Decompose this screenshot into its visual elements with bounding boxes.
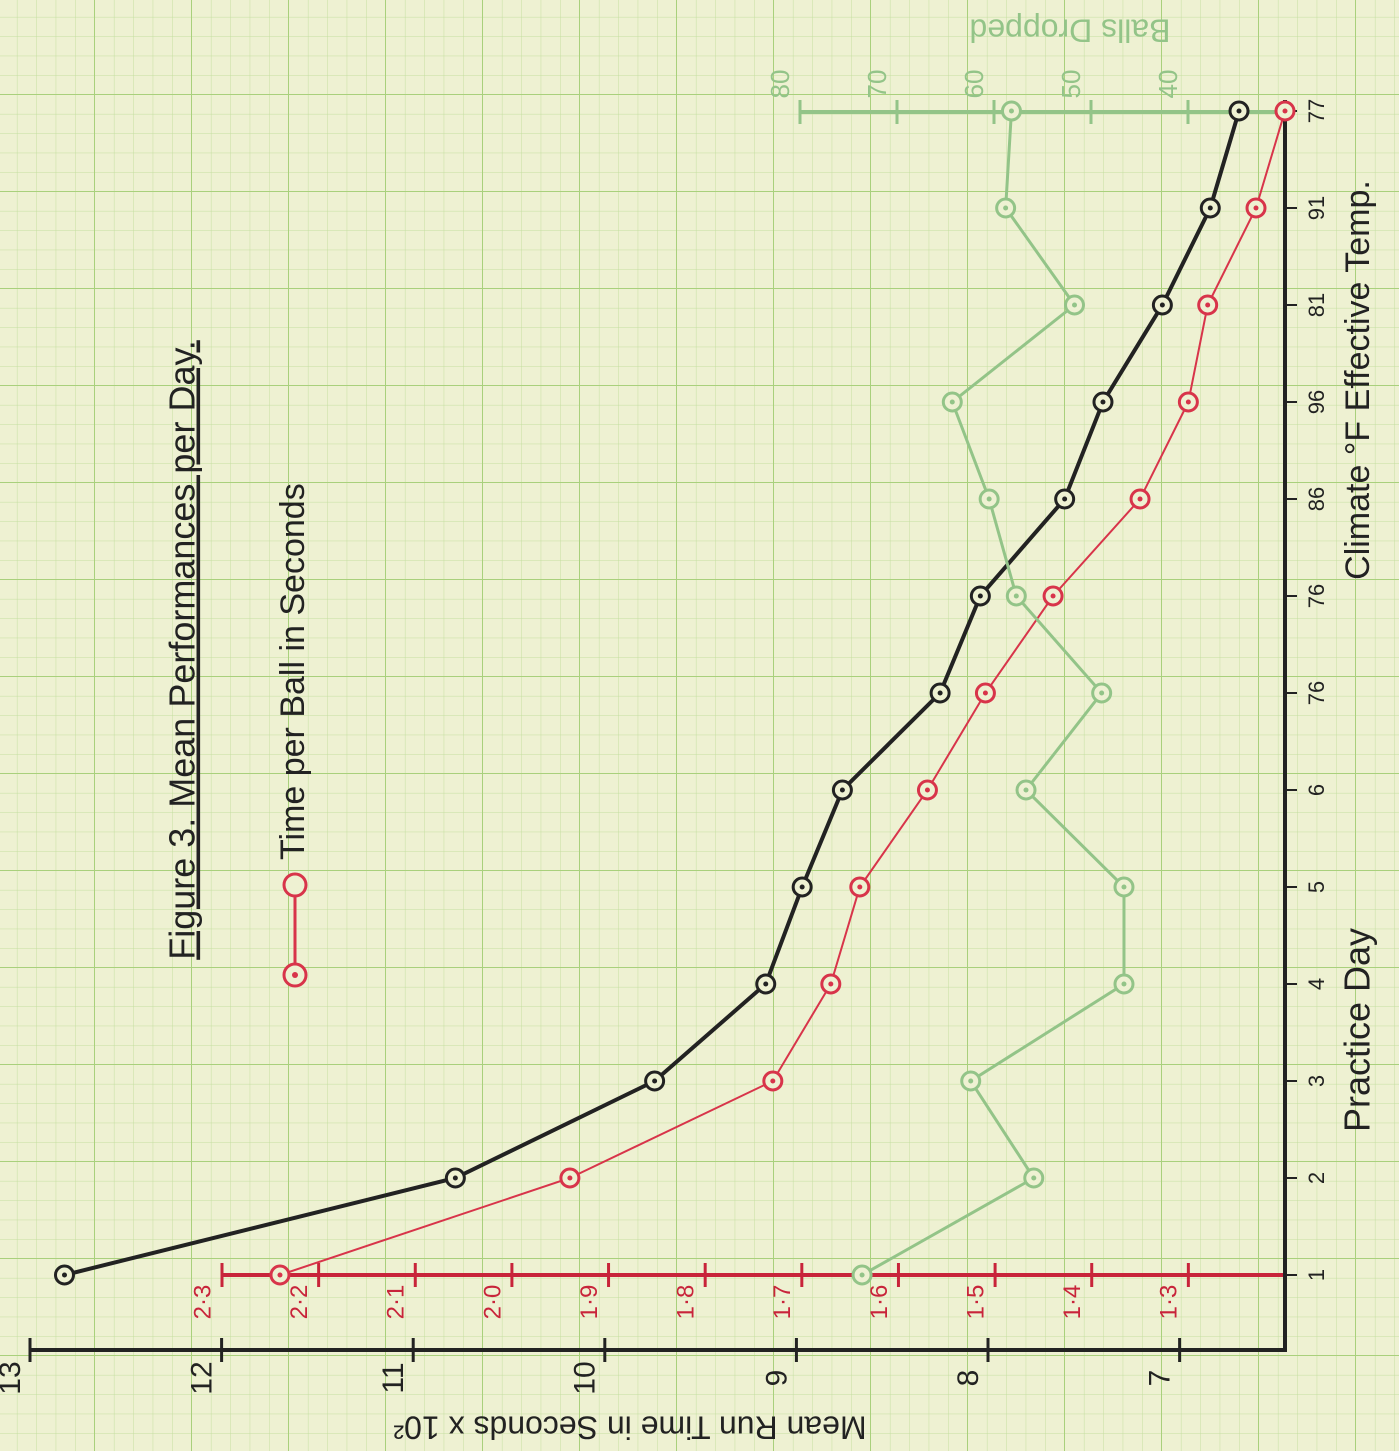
x-tick-label: 91: [1304, 196, 1329, 220]
tick-label: 1·8: [673, 1285, 700, 1320]
data-point-dot: [924, 787, 930, 793]
data-point-dot: [652, 1078, 658, 1084]
chart-title: Figure 3. Mean Performances per Day.: [162, 340, 203, 960]
x-tick-label: 4: [1304, 978, 1329, 990]
data-point-dot: [1236, 108, 1242, 114]
data-point-dot: [1008, 108, 1014, 114]
tick-label: 2·2: [286, 1285, 313, 1320]
x-tick-label: 77: [1304, 99, 1329, 123]
y3-axis-label: Balls Dropped: [970, 13, 1171, 49]
data-point-dot: [452, 1175, 458, 1181]
data-point-dot: [857, 884, 863, 890]
tick-label: 7: [1144, 1370, 1177, 1387]
tick-label: 10: [569, 1361, 602, 1394]
tick-label: 1·9: [576, 1285, 603, 1320]
tick-label: 13: [0, 1361, 27, 1394]
tick-label: 1·6: [866, 1285, 893, 1320]
tick-label: 50: [1056, 70, 1086, 99]
data-point-dot: [1185, 399, 1191, 405]
x-tick-label: 76: [1304, 584, 1329, 608]
x-axis-label: Practice Day: [1337, 928, 1378, 1132]
data-point-dot: [1137, 496, 1143, 502]
x-tick-label: 2: [1304, 1172, 1329, 1184]
data-point-dot: [949, 399, 955, 405]
data-point-dot: [1072, 302, 1078, 308]
data-point-dot: [799, 884, 805, 890]
data-point-dot: [567, 1175, 573, 1181]
data-point-dot: [968, 1078, 974, 1084]
data-point-dot: [61, 1272, 67, 1278]
data-point-dot: [859, 1272, 865, 1278]
data-point-dot: [1282, 108, 1288, 114]
legend-marker-dot: [292, 972, 298, 978]
data-point-dot: [1121, 981, 1127, 987]
x2-axis-label: Climate °F Effective Temp.: [1339, 180, 1377, 580]
tick-label: 60: [959, 70, 989, 99]
x-tick-label: 96: [1304, 390, 1329, 414]
data-point-dot: [770, 1078, 776, 1084]
data-point-dot: [1013, 593, 1019, 599]
data-point-dot: [1031, 1175, 1037, 1181]
data-point-dot: [1100, 399, 1106, 405]
tick-label: 1·5: [962, 1285, 989, 1320]
tick-label: 1·7: [769, 1285, 796, 1320]
tick-label: 80: [765, 70, 795, 99]
data-point-dot: [1159, 302, 1165, 308]
data-point-dot: [1253, 205, 1259, 211]
y-axis-label: Mean Run Time in Seconds x 10²: [393, 1410, 866, 1446]
data-point-dot: [1023, 787, 1029, 793]
data-point-dot: [982, 690, 988, 696]
data-point-dot: [977, 593, 983, 599]
data-point-dot: [937, 690, 943, 696]
x-tick-label: 5: [1304, 881, 1329, 893]
tick-label: 70: [862, 70, 892, 99]
data-point-dot: [277, 1272, 283, 1278]
x-tick-label: 3: [1304, 1075, 1329, 1087]
data-point-dot: [1205, 302, 1211, 308]
tick-label: 12: [186, 1361, 219, 1394]
data-point-dot: [1003, 205, 1009, 211]
tick-label: 9: [760, 1370, 793, 1387]
tick-label: 2·3: [189, 1285, 216, 1320]
data-point-dot: [1207, 205, 1213, 211]
data-point-dot: [763, 981, 769, 987]
x-tick-label: 76: [1304, 681, 1329, 705]
tick-label: 8: [952, 1370, 985, 1387]
data-point-dot: [1050, 593, 1056, 599]
x-tick-label: 1: [1304, 1269, 1329, 1281]
tick-label: 2·0: [479, 1285, 506, 1320]
x-tick-label: 6: [1304, 784, 1329, 796]
legend-label: Time per Ball in Seconds: [274, 483, 312, 860]
data-point-dot: [1121, 884, 1127, 890]
x-tick-label: 81: [1304, 293, 1329, 317]
data-point-dot: [839, 787, 845, 793]
data-point-dot: [986, 496, 992, 502]
tick-label: 1·3: [1156, 1285, 1183, 1320]
tick-label: 11: [377, 1362, 410, 1393]
tick-label: 40: [1153, 70, 1183, 99]
data-point-dot: [1062, 496, 1068, 502]
tick-label: 1·4: [1059, 1285, 1086, 1320]
legend-marker: [282, 872, 308, 898]
data-point-dot: [1099, 690, 1105, 696]
tick-label: 2·1: [383, 1285, 410, 1320]
x-tick-label: 86: [1304, 487, 1329, 511]
data-point-dot: [828, 981, 834, 987]
